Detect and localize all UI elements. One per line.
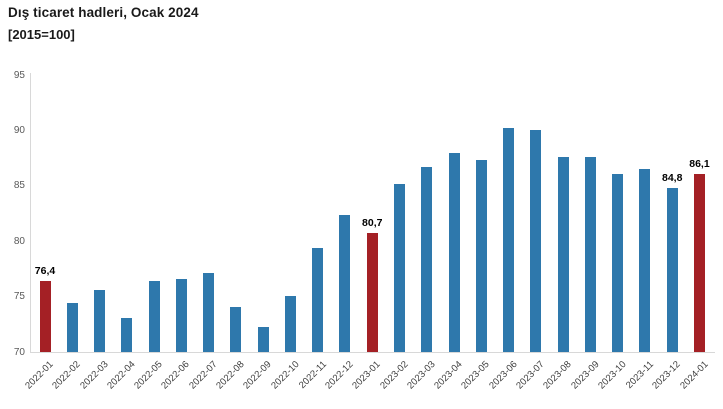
x-axis-labels: 2022-01 2022-02 2022-03 2022-04 2022-05 2022-… bbox=[23, 352, 723, 409]
x-tick-2022-04: 2022-04 bbox=[105, 359, 138, 392]
x-tick-2023-07: 2023-07 bbox=[514, 359, 547, 392]
y-tick-75: 75 bbox=[13, 291, 25, 303]
x-tick-2024-01: 2024-01 bbox=[677, 359, 711, 392]
bar-2023-04[interactable] bbox=[448, 152, 460, 352]
bar-2023-11[interactable] bbox=[639, 169, 651, 352]
y-tick-90: 90 bbox=[13, 124, 25, 136]
data-label-2024-01: 86,1 bbox=[689, 157, 710, 170]
chart-subtitle: [2015=100] bbox=[8, 27, 75, 42]
x-tick-2023-10: 2023-10 bbox=[595, 359, 629, 392]
x-tick-2022-01: 2022-01 bbox=[23, 359, 56, 392]
x-tick-2022-06: 2022-06 bbox=[159, 359, 193, 392]
bar-2022-10[interactable] bbox=[284, 295, 296, 352]
x-tick-2022-09: 2022-09 bbox=[241, 359, 274, 392]
bar-2022-08[interactable] bbox=[230, 306, 242, 352]
x-tick-2023-11: 2023-11 bbox=[623, 359, 656, 391]
bar-2023-09[interactable] bbox=[584, 157, 596, 352]
x-tick-2023-03: 2023-03 bbox=[405, 359, 438, 392]
x-tick-2023-01: 2023-01 bbox=[350, 359, 384, 392]
bar-2023-01[interactable] bbox=[366, 233, 378, 352]
bar-2023-12[interactable] bbox=[666, 188, 678, 352]
plot-area: 76,4 80,7 84,8 86,1 bbox=[31, 75, 715, 352]
bar-2022-06[interactable] bbox=[175, 278, 187, 352]
bar-2022-01[interactable] bbox=[39, 281, 51, 352]
bar-2023-08[interactable] bbox=[557, 157, 569, 352]
bar-2022-05[interactable] bbox=[148, 281, 160, 352]
x-tick-2023-08: 2023-08 bbox=[541, 359, 574, 392]
y-tick-95: 95 bbox=[13, 69, 25, 81]
y-axis-line bbox=[30, 73, 31, 353]
bar-2022-12[interactable] bbox=[339, 214, 351, 352]
bar-2023-10[interactable] bbox=[612, 173, 624, 352]
x-tick-2022-03: 2022-03 bbox=[77, 359, 111, 392]
x-tick-2023-02: 2023-02 bbox=[377, 359, 411, 392]
bar-2022-11[interactable] bbox=[312, 247, 324, 352]
x-tick-2022-10: 2022-10 bbox=[268, 359, 302, 392]
x-tick-2023-09: 2023-09 bbox=[568, 359, 602, 392]
data-label-2023-12: 84,8 bbox=[661, 172, 683, 185]
bar-2022-04[interactable] bbox=[121, 317, 133, 352]
x-tick-2023-04: 2023-04 bbox=[432, 359, 465, 392]
x-tick-2023-05: 2023-05 bbox=[459, 359, 493, 392]
bar-2023-07[interactable] bbox=[530, 130, 542, 352]
x-tick-2022-12: 2022-12 bbox=[323, 359, 356, 392]
chart-title: Dış ticaret hadleri, Ocak 2024 bbox=[8, 5, 199, 20]
y-tick-85: 85 bbox=[13, 180, 25, 192]
x-tick-2022-07: 2022-07 bbox=[186, 359, 220, 392]
y-axis-labels: 70 75 80 85 90 95 bbox=[0, 70, 27, 358]
x-axis-line bbox=[30, 352, 715, 353]
bar-2022-03[interactable] bbox=[94, 289, 106, 352]
bar-2023-03[interactable] bbox=[421, 166, 433, 352]
bar-2022-07[interactable] bbox=[203, 273, 215, 352]
x-tick-2022-08: 2022-08 bbox=[214, 359, 247, 392]
x-tick-2023-12: 2023-12 bbox=[650, 359, 683, 392]
bar-2022-09[interactable] bbox=[257, 326, 269, 352]
bar-2023-06[interactable] bbox=[503, 128, 515, 352]
y-tick-80: 80 bbox=[13, 235, 25, 247]
data-label-2023-01: 80,7 bbox=[362, 217, 383, 230]
x-tick-2022-05: 2022-05 bbox=[132, 359, 165, 392]
data-label-2022-01: 76,4 bbox=[34, 265, 56, 278]
x-tick-2022-02: 2022-02 bbox=[50, 359, 84, 392]
x-tick-2023-06: 2023-06 bbox=[486, 359, 520, 392]
y-tick-70: 70 bbox=[13, 346, 25, 358]
bar-2022-02[interactable] bbox=[66, 303, 78, 352]
bar-2024-01[interactable] bbox=[693, 173, 705, 352]
bar-2023-05[interactable] bbox=[475, 160, 487, 352]
bar-2023-02[interactable] bbox=[394, 183, 405, 352]
x-tick-2022-11: 2022-11 bbox=[296, 359, 329, 391]
